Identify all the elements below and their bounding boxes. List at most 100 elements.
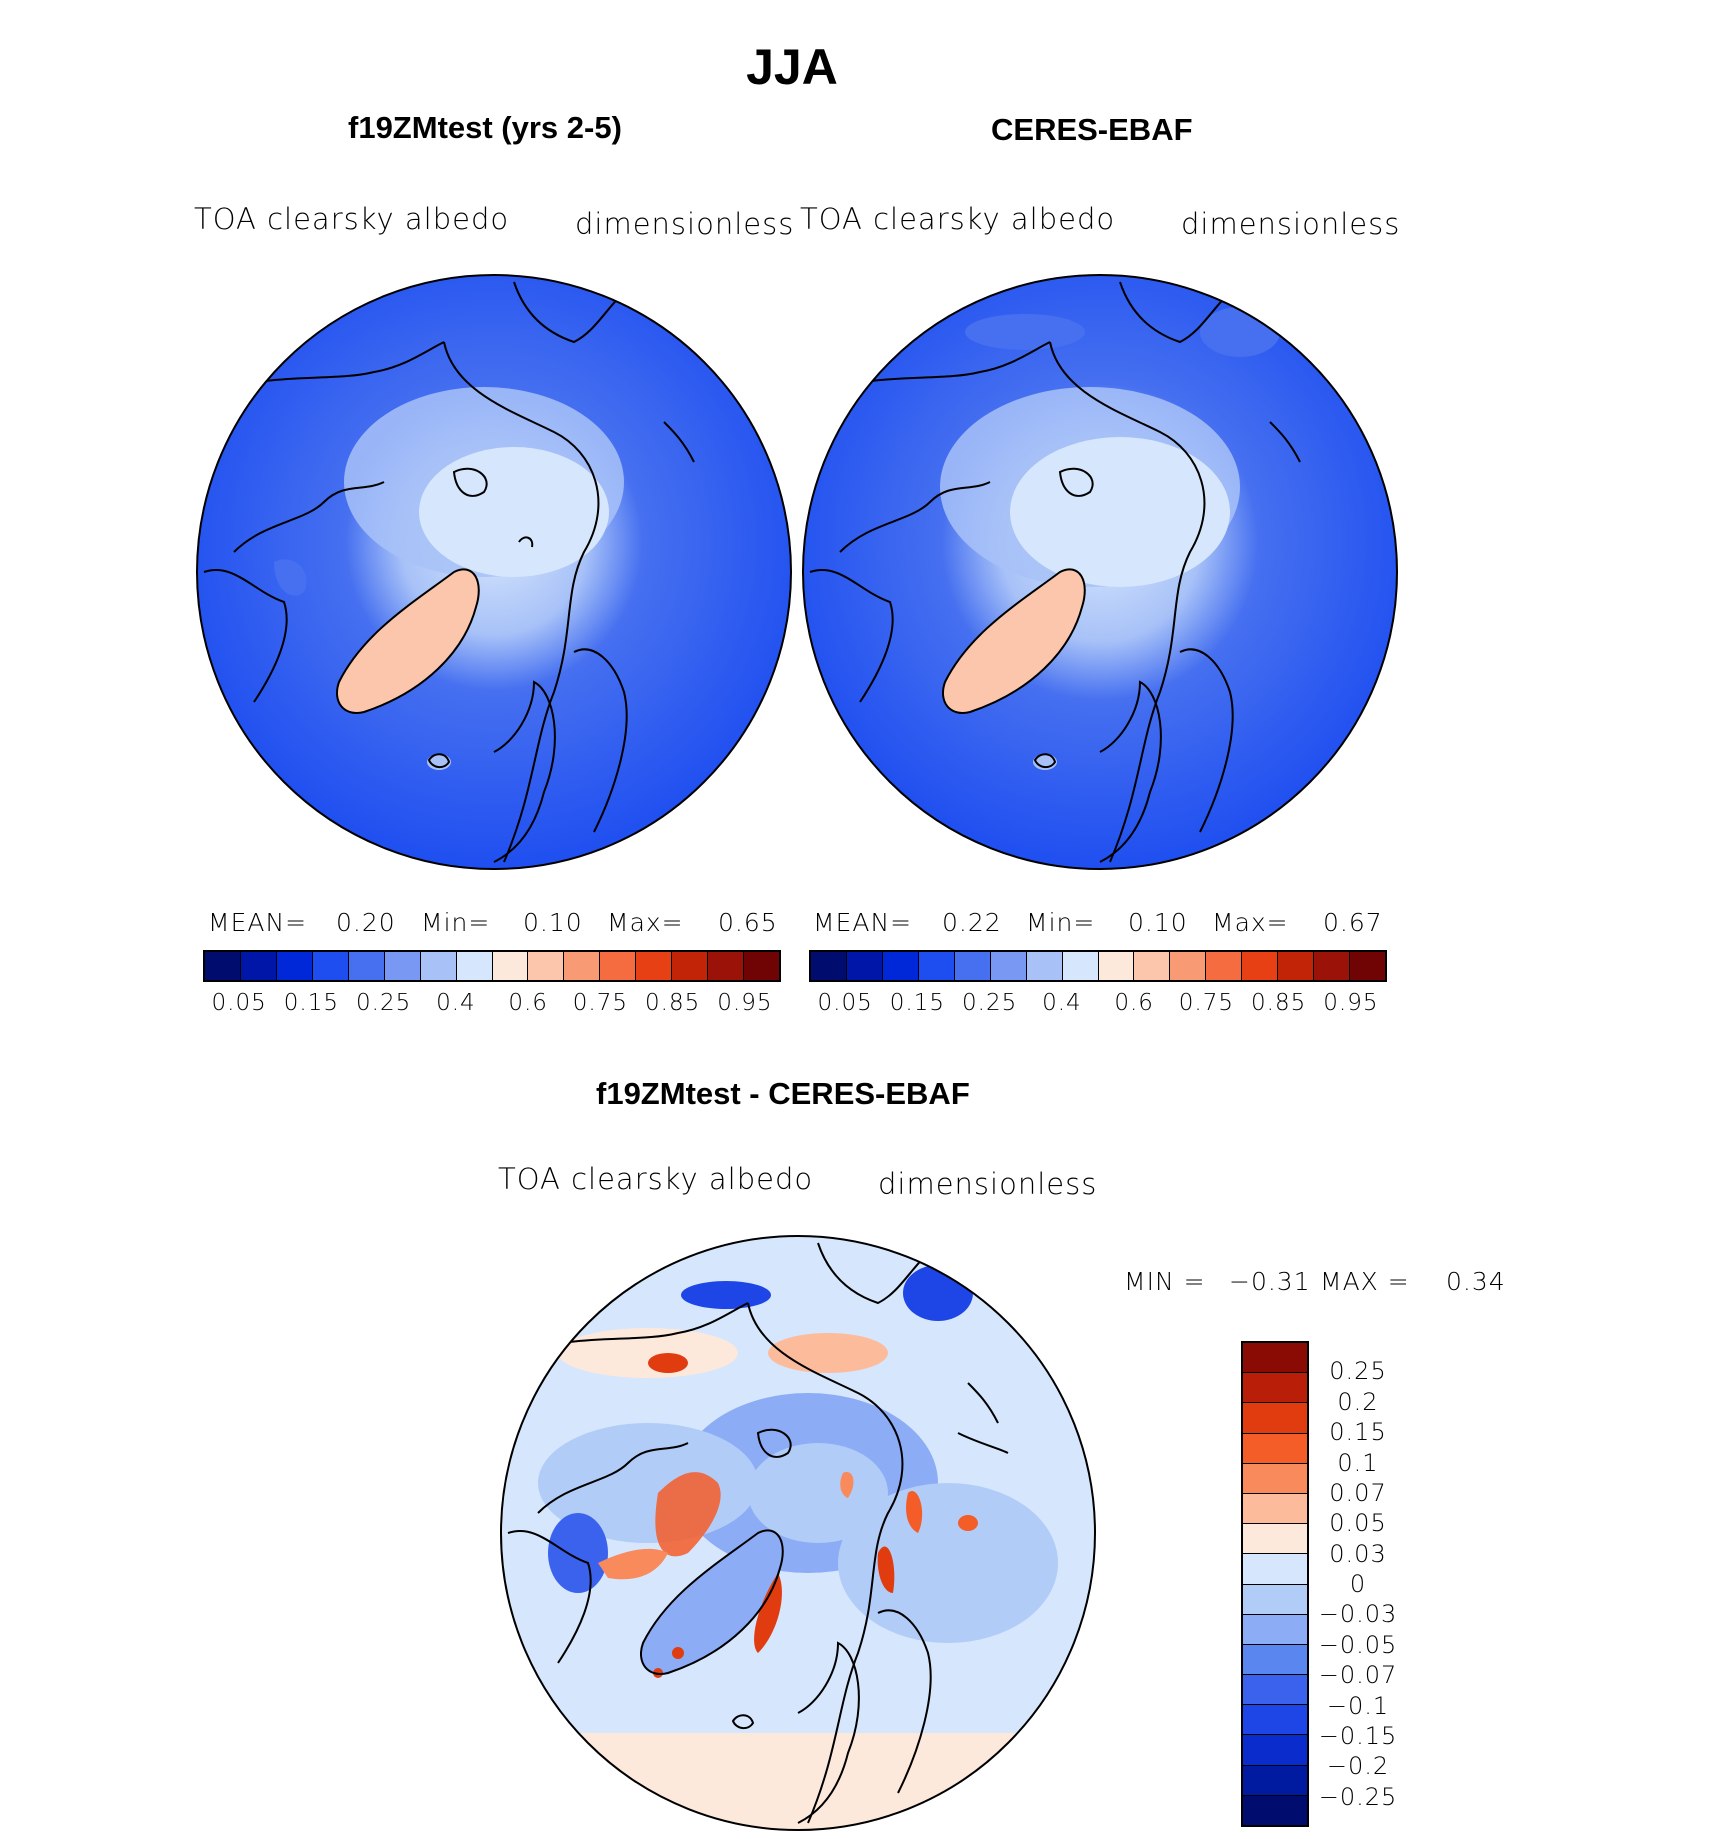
colorbar-tick-label: 0.15 (283, 990, 339, 1016)
panel-1-colorbar-ticks: 0.05 0.15 0.25 0.4 0.6 0.75 0.85 0.95 (203, 990, 781, 1020)
colorbar-box (205, 952, 241, 980)
colorbar-box (1243, 1644, 1307, 1676)
colorbar-box (1062, 952, 1099, 980)
colorbar-box (1243, 1343, 1307, 1374)
panel-1-colorbar (203, 950, 781, 982)
colorbar-tick-label: −0.03 (1318, 1600, 1398, 1629)
colorbar-box (954, 952, 991, 980)
panel-2-colorbar (809, 950, 1387, 982)
colorbar-box (1170, 952, 1207, 980)
diff-title: f19ZMtest - CERES-EBAF (596, 1076, 970, 1111)
colorbar-box (1243, 1433, 1307, 1464)
panel-1-mean-label: MEAN= (208, 908, 308, 937)
diff-variable: TOA clearsky albedo (498, 1162, 814, 1196)
colorbar-box (348, 952, 385, 980)
colorbar-box (384, 952, 421, 980)
panel-2-map (802, 274, 1398, 870)
colorbar-box (636, 952, 673, 980)
panel-2-units: dimensionless (1181, 207, 1401, 241)
colorbar-box (1134, 952, 1171, 980)
colorbar-box (744, 952, 779, 980)
colorbar-tick-label: 0.05 (817, 990, 873, 1016)
colorbar-tick-label: −0.1 (1326, 1691, 1390, 1720)
colorbar-box (1206, 952, 1243, 980)
colorbar-box (1243, 1403, 1307, 1434)
colorbar-box (456, 952, 493, 980)
colorbar-box (990, 952, 1027, 980)
colorbar-box (1243, 1463, 1307, 1494)
colorbar-box (1243, 1765, 1307, 1796)
panel-1-min-label: Min= (421, 908, 491, 937)
panel-1-units: dimensionless (575, 207, 795, 241)
colorbar-box (1243, 1584, 1307, 1615)
colorbar-box (492, 952, 529, 980)
panel-2-min-value: 0.10 (1128, 908, 1188, 937)
colorbar-tick-label: 0.25 (356, 990, 412, 1016)
colorbar-box (1243, 1675, 1307, 1706)
colorbar-tick-label: 0.4 (1042, 990, 1082, 1016)
panel-2-min-label: Min= (1026, 908, 1096, 937)
diff-min-label: MIN = (1124, 1267, 1206, 1296)
colorbar-tick-label: 0.85 (1251, 990, 1307, 1016)
colorbar-box (1243, 1373, 1307, 1404)
panel-2-max-label: Max= (1212, 908, 1289, 937)
colorbar-box (1243, 1554, 1307, 1585)
panel-2-max-value: 0.67 (1323, 908, 1383, 937)
panel-2-title: CERES-EBAF (991, 112, 1193, 147)
panel-1-max-value: 0.65 (718, 908, 778, 937)
colorbar-box (1243, 1795, 1307, 1825)
colorbar-tick-label: 0.75 (1178, 990, 1234, 1016)
colorbar-box (528, 952, 565, 980)
colorbar-tick-label: −0.05 (1318, 1630, 1398, 1659)
colorbar-tick-label: −0.07 (1318, 1661, 1398, 1690)
colorbar-box (1314, 952, 1351, 980)
diff-map (500, 1235, 1096, 1831)
panel-1-mean-value: 0.20 (336, 908, 396, 937)
colorbar-box (240, 952, 277, 980)
colorbar-tick-label: −0.25 (1318, 1782, 1398, 1811)
colorbar-box (918, 952, 955, 980)
diff-max-label: MAX = (1320, 1267, 1410, 1296)
figure-title: JJA (746, 39, 838, 95)
colorbar-tick-label: 0.15 (889, 990, 945, 1016)
colorbar-box (846, 952, 883, 980)
panel-2-mean-label: MEAN= (813, 908, 913, 937)
panel-2-colorbar-ticks: 0.05 0.15 0.25 0.4 0.6 0.75 0.85 0.95 (809, 990, 1387, 1020)
colorbar-box (672, 952, 709, 980)
colorbar-tick-label: 0 (1349, 1570, 1367, 1598)
diff-units: dimensionless (878, 1167, 1098, 1201)
colorbar-box (811, 952, 847, 980)
colorbar-box (1243, 1735, 1307, 1766)
colorbar-tick-label: −0.2 (1326, 1752, 1390, 1781)
diff-max-value: 0.34 (1446, 1267, 1506, 1296)
panel-1-min-value: 0.10 (523, 908, 583, 937)
colorbar-tick-label: 0.6 (1114, 990, 1154, 1016)
panel-1-variable: TOA clearsky albedo (194, 202, 510, 236)
colorbar-box (1243, 1614, 1307, 1645)
colorbar-box (1242, 952, 1279, 980)
colorbar-tick-label: 0.4 (436, 990, 476, 1016)
colorbar-tick-label: 0.6 (508, 990, 548, 1016)
colorbar-box (1243, 1705, 1307, 1736)
colorbar-box (882, 952, 919, 980)
colorbar-box (708, 952, 745, 980)
panel-1-max-label: Max= (607, 908, 684, 937)
colorbar-tick-label: 0.1 (1337, 1448, 1379, 1477)
colorbar-box (1243, 1493, 1307, 1525)
colorbar-box (1243, 1524, 1307, 1555)
diff-colorbar-ticks: 0.25 0.2 0.15 0.1 0.07 0.05 0.03 0 −0.03 −0.05 −0.… (1318, 1341, 1458, 1827)
colorbar-tick-label: 0.2 (1337, 1387, 1379, 1416)
colorbar-tick-label: −0.15 (1318, 1721, 1398, 1750)
colorbar-tick-label: 0.05 (1329, 1509, 1387, 1538)
diff-colorbar (1241, 1341, 1309, 1827)
colorbar-box (1278, 952, 1315, 980)
panel-2-variable: TOA clearsky albedo (800, 202, 1116, 236)
colorbar-box (420, 952, 457, 980)
colorbar-box (1098, 952, 1135, 980)
colorbar-box (312, 952, 349, 980)
diff-min-value: −0.31 (1229, 1267, 1311, 1296)
colorbar-tick-label: 0.25 (1329, 1357, 1387, 1386)
colorbar-box (600, 952, 637, 980)
colorbar-tick-label: 0.95 (717, 990, 773, 1016)
colorbar-box (564, 952, 601, 980)
